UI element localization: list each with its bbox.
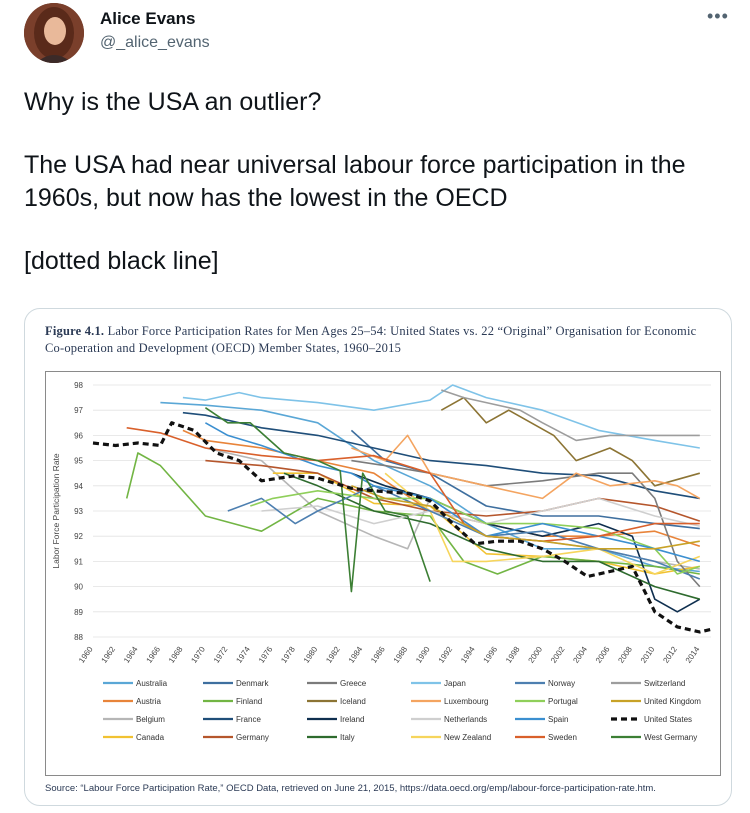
series-line — [351, 434, 701, 500]
series-line — [440, 396, 701, 487]
legend-label: Australia — [136, 679, 168, 688]
series-line — [250, 490, 701, 575]
y-tick-label: 98 — [74, 381, 83, 390]
series-line — [205, 459, 701, 522]
series-line — [227, 485, 701, 580]
figure-caption: Labor Force Participation Rates for Men … — [45, 324, 697, 355]
legend-label: Portugal — [548, 697, 578, 706]
tweet-text: Why is the USA an outlier? The USA had n… — [24, 86, 730, 278]
y-tick-label: 96 — [74, 431, 83, 440]
legend-label: United Kingdom — [644, 697, 701, 706]
y-tick-label: 95 — [74, 457, 83, 466]
avatar[interactable] — [24, 3, 84, 63]
series-line — [182, 411, 700, 500]
legend-label: Austria — [136, 697, 161, 706]
series-line — [204, 407, 431, 593]
series-line — [384, 472, 701, 575]
series-line — [350, 429, 700, 530]
legend-label: Switzerland — [644, 679, 685, 688]
legend-label: Luxembourg — [444, 697, 488, 706]
figure-title: Figure 4.1. Labor Force Participation Ra… — [45, 323, 705, 357]
legend-label: Canada — [136, 733, 165, 742]
tweet-line: Why is the USA an outlier? — [24, 88, 322, 116]
y-tick-label: 93 — [74, 507, 83, 516]
legend-label: Belgium — [136, 715, 165, 724]
legend-label: Netherlands — [444, 715, 487, 724]
series-line — [441, 389, 700, 442]
series-line — [283, 472, 701, 600]
legend-label: Ireland — [340, 715, 364, 724]
legend-label: Finland — [236, 697, 262, 706]
y-tick-label: 90 — [74, 583, 83, 592]
y-axis-label: Labor Force Participation Rate — [51, 453, 61, 569]
legend-label: Japan — [444, 679, 466, 688]
y-tick-label: 97 — [74, 406, 83, 415]
figure-source: Source: “Labour Force Participation Rate… — [45, 783, 656, 794]
legend-label: Norway — [548, 679, 575, 688]
legend-label: Sweden — [548, 733, 577, 742]
legend-label: New Zealand — [444, 733, 491, 742]
legend-label: United States — [644, 715, 692, 724]
legend-label: Denmark — [236, 679, 269, 688]
y-tick-label: 89 — [74, 608, 83, 617]
series-line — [272, 472, 700, 575]
figure-label: Figure 4.1. — [45, 324, 105, 338]
tweet-line: The USA had near universal labour force … — [24, 151, 686, 212]
y-tick-label: 91 — [74, 557, 83, 566]
series-line — [125, 452, 700, 575]
series-line — [182, 384, 700, 449]
series-line — [126, 427, 700, 542]
legend-label: Greece — [340, 679, 367, 688]
legend-label: Italy — [340, 733, 355, 742]
chart-frame — [45, 371, 721, 776]
media-card[interactable]: Figure 4.1. Labor Force Participation Ra… — [24, 308, 732, 806]
legend-label: France — [236, 715, 261, 724]
series-line — [351, 485, 700, 550]
series-line — [160, 401, 700, 573]
series-line — [92, 421, 712, 634]
legend-label: West Germany — [644, 733, 697, 742]
legend-label: Iceland — [340, 697, 366, 706]
user-handle[interactable]: @_alice_evans — [100, 34, 210, 51]
y-tick-label: 94 — [74, 482, 83, 491]
chart: 88 89 90 91 92 93 94 95 96 97 98 1960 1962 1964 1966 19… — [45, 371, 721, 776]
legend-label: Spain — [548, 715, 568, 724]
tweet-line: [dotted black line] — [24, 247, 219, 275]
y-tick-label: 92 — [74, 532, 83, 541]
more-options-icon[interactable]: ••• — [707, 6, 729, 26]
legend-label: Germany — [236, 733, 269, 742]
y-tick-label: 88 — [74, 633, 83, 642]
display-name[interactable]: Alice Evans — [100, 9, 196, 28]
